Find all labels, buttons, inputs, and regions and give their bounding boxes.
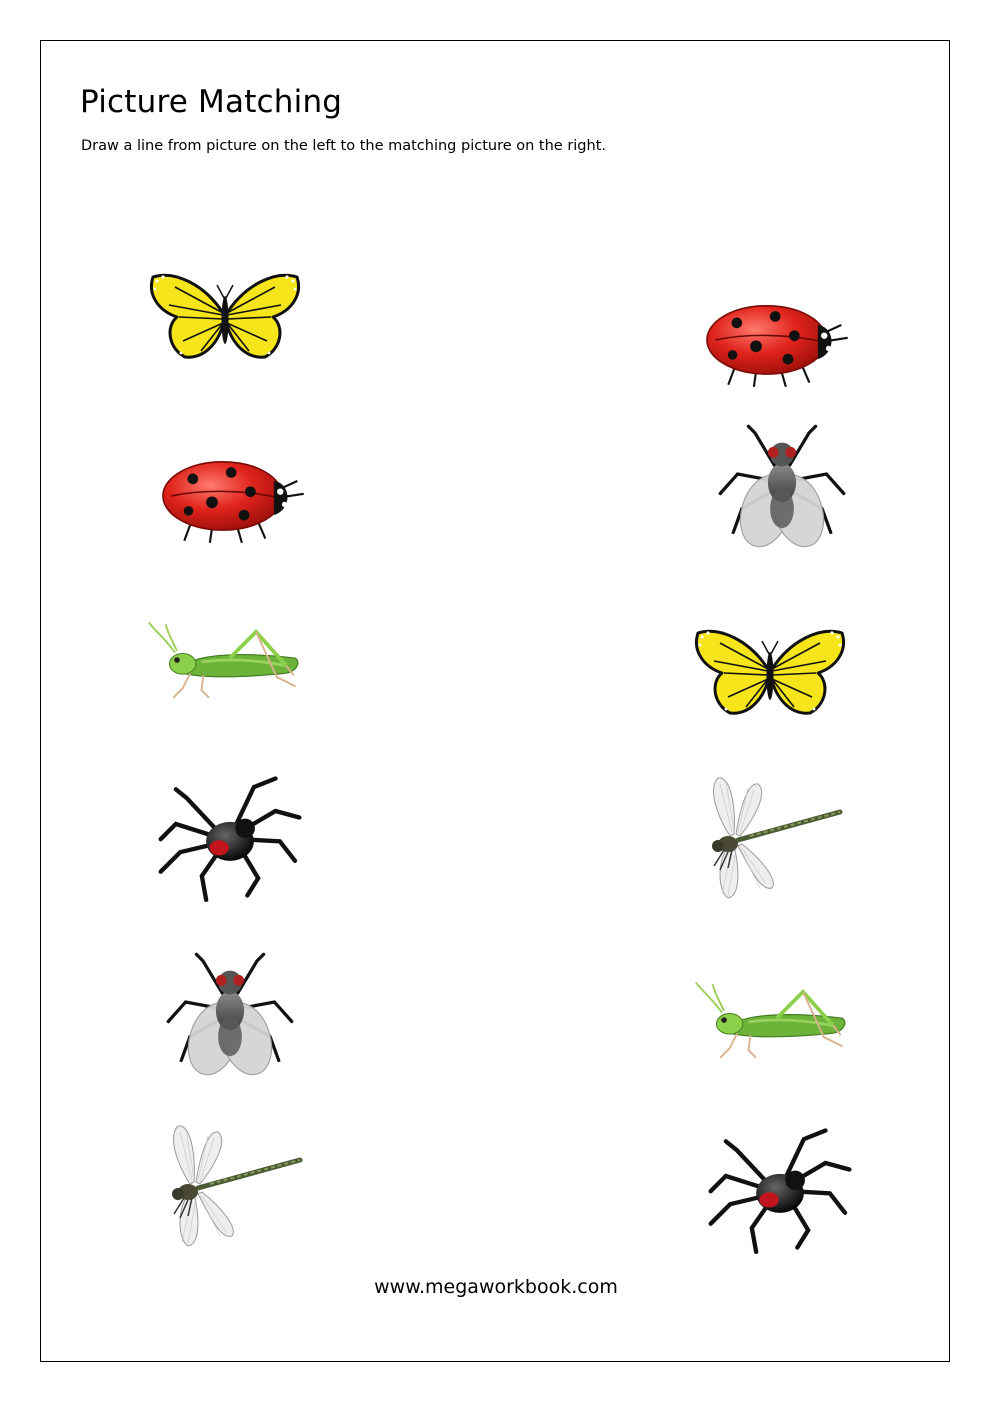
right-picture-1 — [692, 276, 852, 406]
ladybug-icon[interactable] — [148, 432, 308, 562]
fly-icon[interactable] — [702, 422, 862, 552]
spider-icon[interactable] — [700, 1124, 860, 1254]
left-picture-6 — [150, 1122, 310, 1252]
left-picture-1 — [145, 250, 305, 380]
ladybug-icon[interactable] — [692, 276, 852, 406]
dragonfly-icon[interactable] — [690, 774, 850, 904]
grasshopper-icon[interactable] — [692, 956, 852, 1086]
fly-icon[interactable] — [150, 950, 310, 1080]
left-picture-4 — [150, 772, 310, 902]
left-picture-5 — [150, 950, 310, 1080]
right-picture-5 — [692, 956, 852, 1086]
butterfly-icon[interactable] — [690, 606, 850, 736]
right-picture-3 — [690, 606, 850, 736]
right-picture-6 — [700, 1124, 860, 1254]
left-picture-3 — [145, 596, 305, 726]
right-picture-2 — [702, 422, 862, 552]
worksheet-title: Picture Matching — [80, 84, 343, 120]
footer-website: www.megaworkbook.com — [374, 1276, 618, 1298]
left-picture-2 — [148, 432, 308, 562]
worksheet-instructions: Draw a line from picture on the left to … — [81, 138, 606, 154]
butterfly-icon[interactable] — [145, 250, 305, 380]
dragonfly-icon[interactable] — [150, 1122, 310, 1252]
grasshopper-icon[interactable] — [145, 596, 305, 726]
right-picture-4 — [690, 774, 850, 904]
spider-icon[interactable] — [150, 772, 310, 902]
